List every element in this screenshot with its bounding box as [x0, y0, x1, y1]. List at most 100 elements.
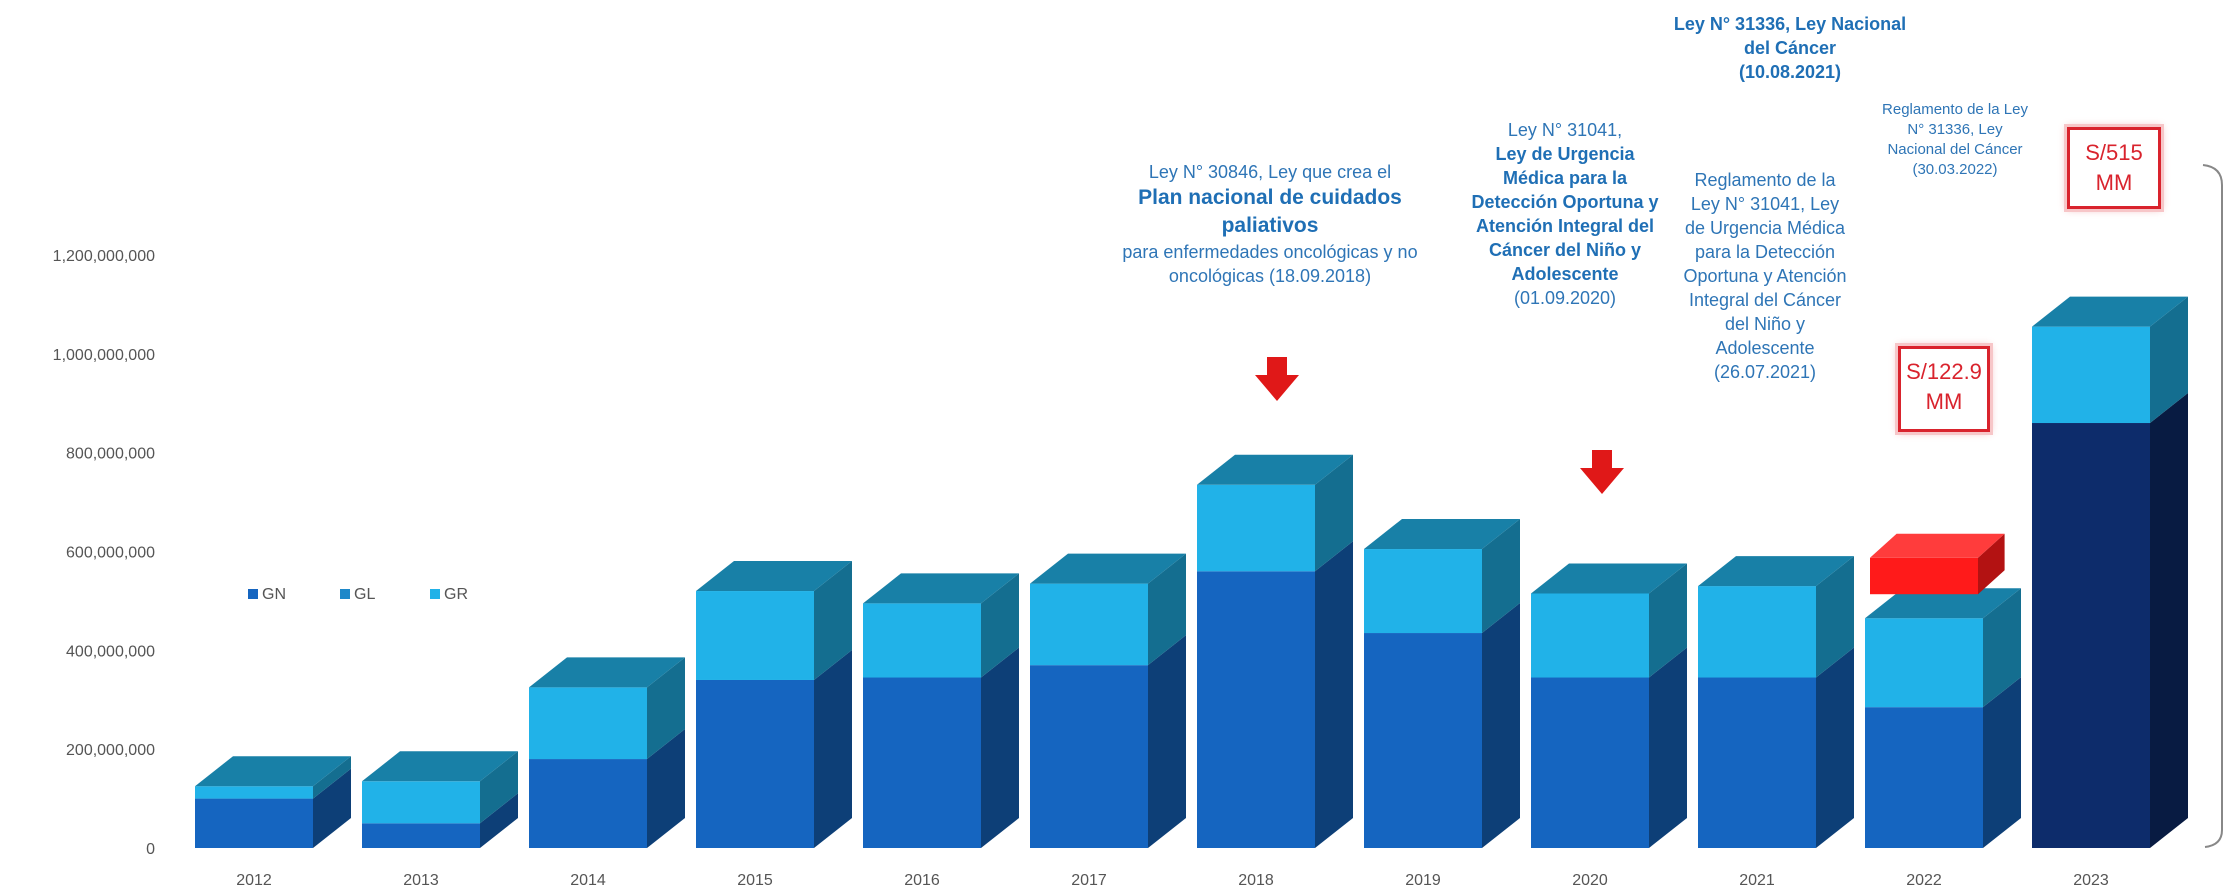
bar-side-GR-2020 [1649, 563, 1687, 678]
bar-GN-2012 [195, 798, 313, 848]
x-tick-label: 2022 [1906, 872, 1942, 889]
annotation-2018-line3: para enfermedades oncológicas y no oncol… [1122, 242, 1418, 286]
annotation-2021-top-date: (10.08.2021) [1738, 62, 1842, 82]
y-tick-label: 800,000,000 [66, 446, 155, 463]
callout-2023-value: S/515 [2085, 140, 2143, 165]
bar-side-GR-2012 [313, 756, 351, 799]
bar-GN-2018 [1197, 571, 1315, 848]
annotation-2020: Ley N° 31041, Ley de Urgencia Médica par… [1465, 118, 1665, 310]
bar-GR-2019 [1364, 549, 1482, 634]
x-tick-label: 2019 [1405, 872, 1441, 889]
bar-top-2013 [362, 751, 518, 782]
bar-side-GN-2018 [1315, 541, 1353, 848]
bar-side-GN-2019 [1482, 603, 1520, 848]
y-tick-label: 600,000,000 [66, 545, 155, 562]
x-tick-label: 2012 [236, 872, 272, 889]
bar-GR-2012 [195, 786, 313, 799]
increment-2022-top [1870, 533, 2005, 558]
annotation-2021-top: Ley N° 31336, Ley Nacional del Cáncer (1… [1670, 12, 1910, 84]
bar-top-2017 [1030, 553, 1186, 584]
x-tick-label: 2017 [1071, 872, 1107, 889]
bar-side-GN-2023 [2150, 393, 2188, 848]
annotation-2018-line1: Ley N° 30846, Ley que crea el [1148, 162, 1392, 182]
legend-label: GR [444, 586, 468, 603]
bar-GN-2021 [1698, 677, 1816, 848]
bar-side-GN-2022 [1983, 677, 2021, 848]
bar-side-GN-2021 [1816, 647, 1854, 848]
bar-GR-2018 [1197, 484, 1315, 572]
legend-label: GN [262, 586, 286, 603]
bar-side-GN-2012 [313, 768, 351, 848]
annotation-2020-bold: Ley de Urgencia Médica para la Detección… [1471, 144, 1659, 284]
bar-side-GR-2014 [647, 657, 685, 760]
annotation-2021: Reglamento de la Ley N° 31041, Ley de Ur… [1680, 168, 1850, 384]
bar-top-2021 [1698, 556, 1854, 587]
bar-GN-2019 [1364, 633, 1482, 848]
y-tick-label: 400,000,000 [66, 643, 155, 660]
bar-top-2023 [2032, 296, 2188, 327]
callout-2022-unit: MM [1925, 389, 1963, 414]
bar-side-GN-2015 [814, 649, 852, 848]
bar-side-GN-2014 [647, 729, 685, 848]
bar-GR-2015 [696, 591, 814, 680]
x-tick-label: 2020 [1572, 872, 1608, 889]
bar-side-GR-2021 [1816, 556, 1854, 678]
callout-2022-value: S/122.9 [1906, 359, 1982, 384]
bar-side-GN-2013 [480, 793, 518, 848]
legend-swatch [340, 589, 350, 599]
x-tick-label: 2016 [904, 872, 940, 889]
x-tick-label: 2023 [2073, 872, 2109, 889]
callout-2022: S/122.9 MM [1898, 346, 1990, 432]
legend-swatch [430, 589, 440, 599]
x-tick-label: 2015 [737, 872, 773, 889]
bar-side-GN-2016 [981, 647, 1019, 848]
bar-top-2014 [529, 657, 685, 688]
x-tick-label: 2021 [1739, 872, 1775, 889]
annotation-2021-top-bold: Ley N° 31336, Ley Nacional del Cáncer [1673, 14, 1907, 58]
bar-side-GR-2017 [1148, 553, 1186, 666]
bar-GR-2021 [1698, 586, 1816, 678]
legend-swatch [248, 589, 258, 599]
annotation-2023: Reglamento de la Ley N° 31336, Ley Nacio… [1880, 100, 2030, 180]
bar-top-2020 [1531, 563, 1687, 594]
bar-side-GR-2013 [480, 751, 518, 824]
bar-GN-2022 [1865, 707, 1983, 848]
bar-GN-2017 [1030, 665, 1148, 848]
x-tick-label: 2018 [1238, 872, 1274, 889]
annotation-2020-pre: Ley N° 31041, [1507, 120, 1623, 140]
bar-GN-2013 [362, 823, 480, 848]
y-tick-label: 200,000,000 [66, 742, 155, 759]
bar-GR-2022 [1865, 618, 1983, 708]
bar-side-GR-2018 [1315, 454, 1353, 572]
x-tick-label: 2013 [403, 872, 439, 889]
bar-GN-2020 [1531, 677, 1649, 848]
bar-GR-2014 [529, 687, 647, 760]
annotation-2018-bold: Plan nacional de cuidados paliativos [1138, 186, 1402, 237]
annotation-2018: Ley N° 30846, Ley que crea el Plan nacio… [1105, 160, 1435, 288]
bar-GR-2016 [863, 603, 981, 678]
bar-top-2016 [863, 573, 1019, 604]
y-tick-label: 1,000,000,000 [53, 347, 155, 364]
legend-label: GL [354, 586, 375, 603]
bar-top-2015 [696, 561, 852, 592]
increment-2022-side [1978, 533, 2005, 595]
annotation-2020-post: (01.09.2020) [1513, 288, 1617, 308]
bar-GR-2017 [1030, 583, 1148, 666]
bar-GN-2014 [529, 759, 647, 848]
brace-2023 [2202, 164, 2223, 848]
bar-GN-2016 [863, 677, 981, 848]
bar-side-GR-2015 [814, 561, 852, 680]
arrow-2020-icon [1580, 450, 1624, 494]
annotation-2023-text: Reglamento de la Ley N° 31336, Ley Nacio… [1882, 101, 2028, 178]
bar-side-GR-2019 [1482, 519, 1520, 634]
bar-GR-2020 [1531, 593, 1649, 678]
bar-top-2018 [1197, 454, 1353, 485]
bar-GN-2015 [696, 679, 814, 848]
arrow-2018-icon [1255, 357, 1299, 401]
bar-top-2022 [1865, 588, 2021, 619]
y-tick-label: 1,200,000,000 [53, 248, 155, 265]
y-tick-label: 0 [146, 841, 155, 858]
bar-side-GR-2016 [981, 573, 1019, 678]
bar-GN-2023 [2032, 423, 2150, 848]
